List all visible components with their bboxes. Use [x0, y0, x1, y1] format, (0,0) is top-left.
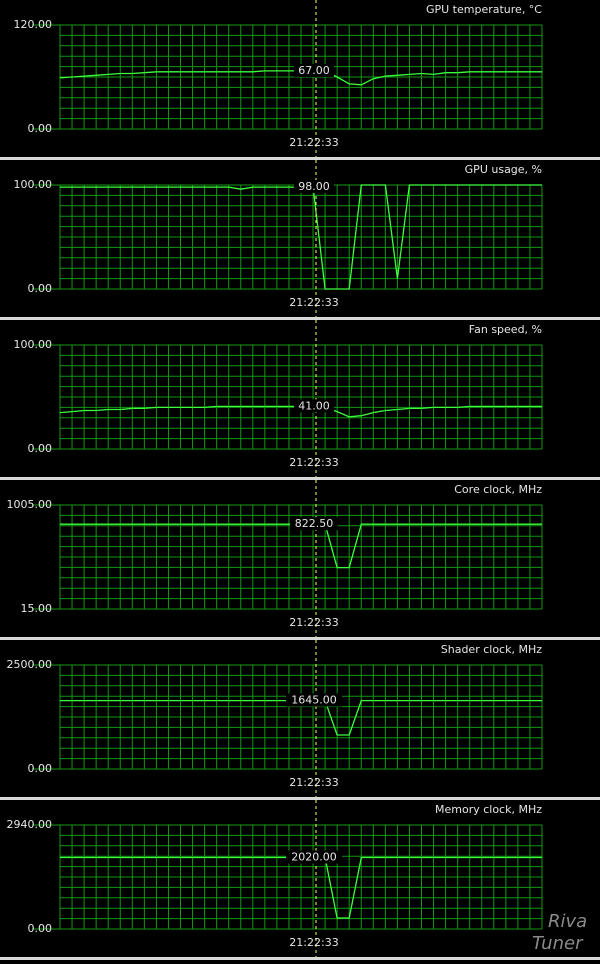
y-tick-label: 0.00 [28, 762, 53, 775]
watermark: Riva [548, 911, 587, 932]
cursor-time: 21:22:33 [289, 776, 338, 789]
y-tick-label: 15.00 [21, 602, 53, 615]
separator [0, 157, 600, 160]
y-tick-label: 0.00 [28, 442, 53, 455]
y-tick-label: 0.00 [28, 122, 53, 135]
cursor-value: 822.50 [295, 517, 334, 530]
y-tick-label: 100.00 [14, 338, 53, 351]
panel-title: Fan speed, % [469, 323, 542, 336]
panel-title: GPU usage, % [465, 163, 542, 176]
cursor-label-bg [294, 180, 334, 194]
y-tick-label: 120.00 [14, 18, 53, 31]
y-tick-label: 1005.00 [7, 498, 53, 511]
separator [0, 637, 600, 640]
cursor-value: 2020.00 [291, 851, 337, 864]
y-tick-label: 2940.00 [7, 818, 53, 831]
separator [0, 477, 600, 480]
cursor-time: 21:22:33 [289, 136, 338, 149]
panel-title: Shader clock, MHz [441, 643, 542, 656]
cursor-label-bg [294, 63, 334, 77]
cursor-value: 67.00 [298, 64, 330, 77]
separator [0, 317, 600, 320]
cursor-time: 21:22:33 [289, 616, 338, 629]
separator [0, 797, 600, 800]
cursor-time: 21:22:33 [289, 456, 338, 469]
cursor-value: 41.00 [298, 399, 330, 412]
panel-title: Memory clock, MHz [435, 803, 542, 816]
cursor-value: 98.00 [298, 180, 330, 193]
y-tick-label: 2500.00 [7, 658, 53, 671]
cursor-time: 21:22:33 [289, 296, 338, 309]
cursor-label-bg [286, 850, 342, 864]
cursor-label-bg [290, 517, 338, 531]
y-tick-label: 0.00 [28, 922, 53, 935]
cursor-time: 21:22:33 [289, 936, 338, 949]
watermark: Tuner [532, 933, 584, 954]
cursor-label-bg [294, 399, 334, 413]
separator [0, 957, 600, 960]
y-tick-label: 100.00 [14, 178, 53, 191]
y-tick-label: 0.00 [28, 282, 53, 295]
cursor-label-bg [286, 693, 342, 707]
cursor-value: 1645.00 [291, 694, 337, 707]
panel-title: GPU temperature, °C [426, 3, 542, 16]
panel-title: Core clock, MHz [454, 483, 542, 496]
